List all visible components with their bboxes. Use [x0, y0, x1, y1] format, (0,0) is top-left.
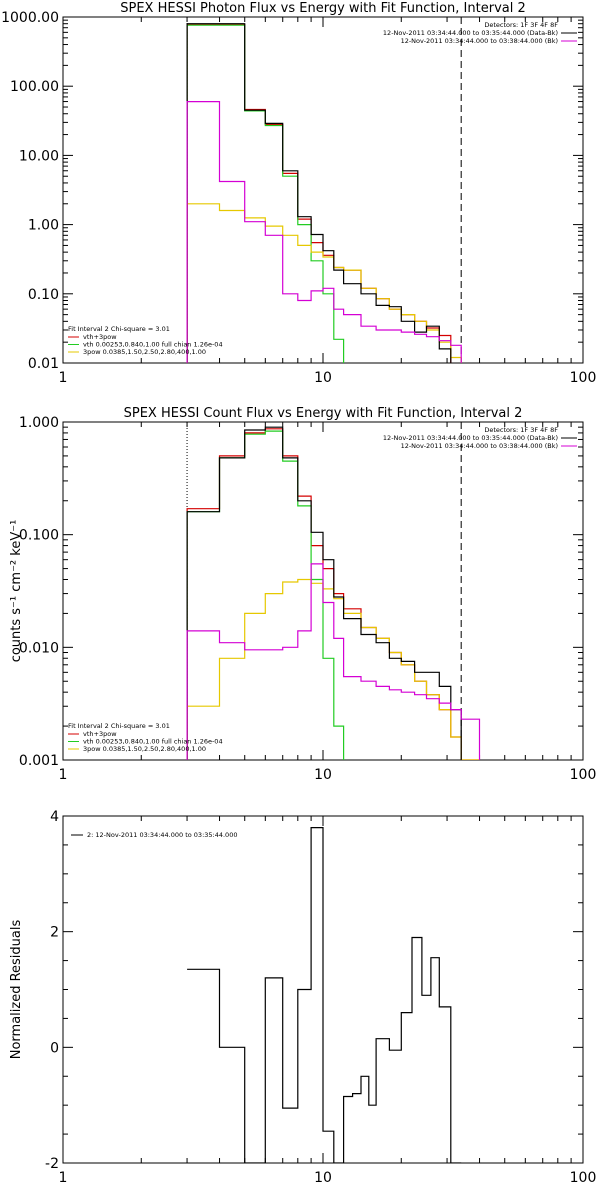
y-tick-label: 0.01 [28, 356, 59, 372]
y-tick-label: 2 [50, 925, 59, 941]
legend-entry: vth 0.00253,0.840,1.00 full chian 1.26e-… [83, 738, 223, 746]
series-bk-line [186, 101, 462, 363]
x-tick-label: 1 [59, 1170, 68, 1186]
y-tick-label: 0.100 [19, 528, 59, 544]
legend-right-entry: 12-Nov-2011 03:34:44.000 to 03:38:44.000… [401, 442, 558, 450]
legend-header: Fit Interval 2 Chi-square = 3.01 [68, 325, 170, 333]
series-databk-line [186, 23, 452, 363]
series-vth-line [186, 430, 362, 760]
x-tick-label: 1 [59, 370, 68, 386]
series-vth-line [186, 24, 362, 363]
legend-entry: 2: 12-Nov-2011 03:34:44.000 to 03:35:44.… [87, 831, 237, 839]
x-tick-label: 100 [570, 1170, 597, 1186]
legend-entry: vth+3pow [83, 730, 117, 738]
y-tick-label: 10.00 [19, 148, 59, 164]
x-tick-label: 100 [570, 767, 597, 783]
legend-header: Fit Interval 2 Chi-square = 3.01 [68, 722, 170, 730]
x-tick-label: 10 [314, 1170, 332, 1186]
series-group [186, 426, 481, 760]
chart-title: SPEX HESSI Count Flux vs Energy with Fit… [124, 406, 523, 421]
legend-entry: 3pow 0.0385,1.50,2.50,2.80,400,1.00 [83, 745, 206, 753]
y-axis-label: Normalized Residuals [9, 920, 24, 1060]
y-tick-label: 100.00 [10, 79, 59, 95]
series-group [187, 827, 462, 1163]
plot-frame [62, 16, 584, 364]
legend-entry: 3pow 0.0385,1.50,2.50,2.80,400,1.00 [83, 348, 206, 356]
y-tick-label: 1.000 [19, 415, 59, 431]
series-2-line [187, 827, 462, 1163]
x-tick-label: 100 [570, 370, 597, 386]
series-bk-line [186, 563, 481, 760]
y-tick-label: 0 [50, 1040, 59, 1056]
y-tick-label: -2 [45, 1156, 59, 1172]
panel-1: SPEX HESSI Photon Flux vs Energy with Fi… [1, 1, 596, 386]
y-axis-label: counts s⁻¹ cm⁻² keV⁻¹ [9, 520, 24, 663]
x-tick-label: 10 [314, 767, 332, 783]
panel-2: SPEX HESSI Count Flux vs Energy with Fit… [9, 406, 596, 783]
chart-title: SPEX HESSI Photon Flux vs Energy with Fi… [120, 1, 526, 16]
series-databk-line [186, 426, 462, 760]
series-vth3pow-line [186, 23, 452, 363]
series-group [186, 23, 462, 363]
legend-entry: vth+3pow [83, 333, 117, 341]
panel-3: 1 10 100 -2 0 2 4 Normalized Residuals 2: 12-Nov… [9, 809, 596, 1186]
legend-right-entry: 12-Nov-2011 03:34:44.000 to 03:35:44.000… [383, 434, 558, 442]
y-tick-label: 1000.00 [1, 10, 59, 26]
legend-right-entry: Detectors: 1F 3F 4F 8F [484, 426, 558, 434]
y-tick-label: 1.00 [28, 218, 59, 234]
y-tick-label: 0.10 [28, 287, 59, 303]
y-tick-label: 0.001 [19, 753, 59, 769]
legend-right-entry: Detectors: 1F 3F 4F 8F [484, 21, 558, 29]
legend-right-entry: 12-Nov-2011 03:34:44.000 to 03:35:44.000… [383, 29, 558, 37]
series-3pow-line [186, 203, 462, 363]
y-tick-label: 4 [50, 809, 59, 825]
x-tick-label: 10 [314, 370, 332, 386]
legend-entry: vth 0.00253,0.840,1.00 full chian 1.26e-… [83, 341, 223, 349]
legend-right-entry: 12-Nov-2011 03:34:44.000 to 03:38:44.000… [401, 37, 558, 45]
y-tick-label: 0.010 [19, 640, 59, 656]
x-tick-label: 1 [59, 767, 68, 783]
